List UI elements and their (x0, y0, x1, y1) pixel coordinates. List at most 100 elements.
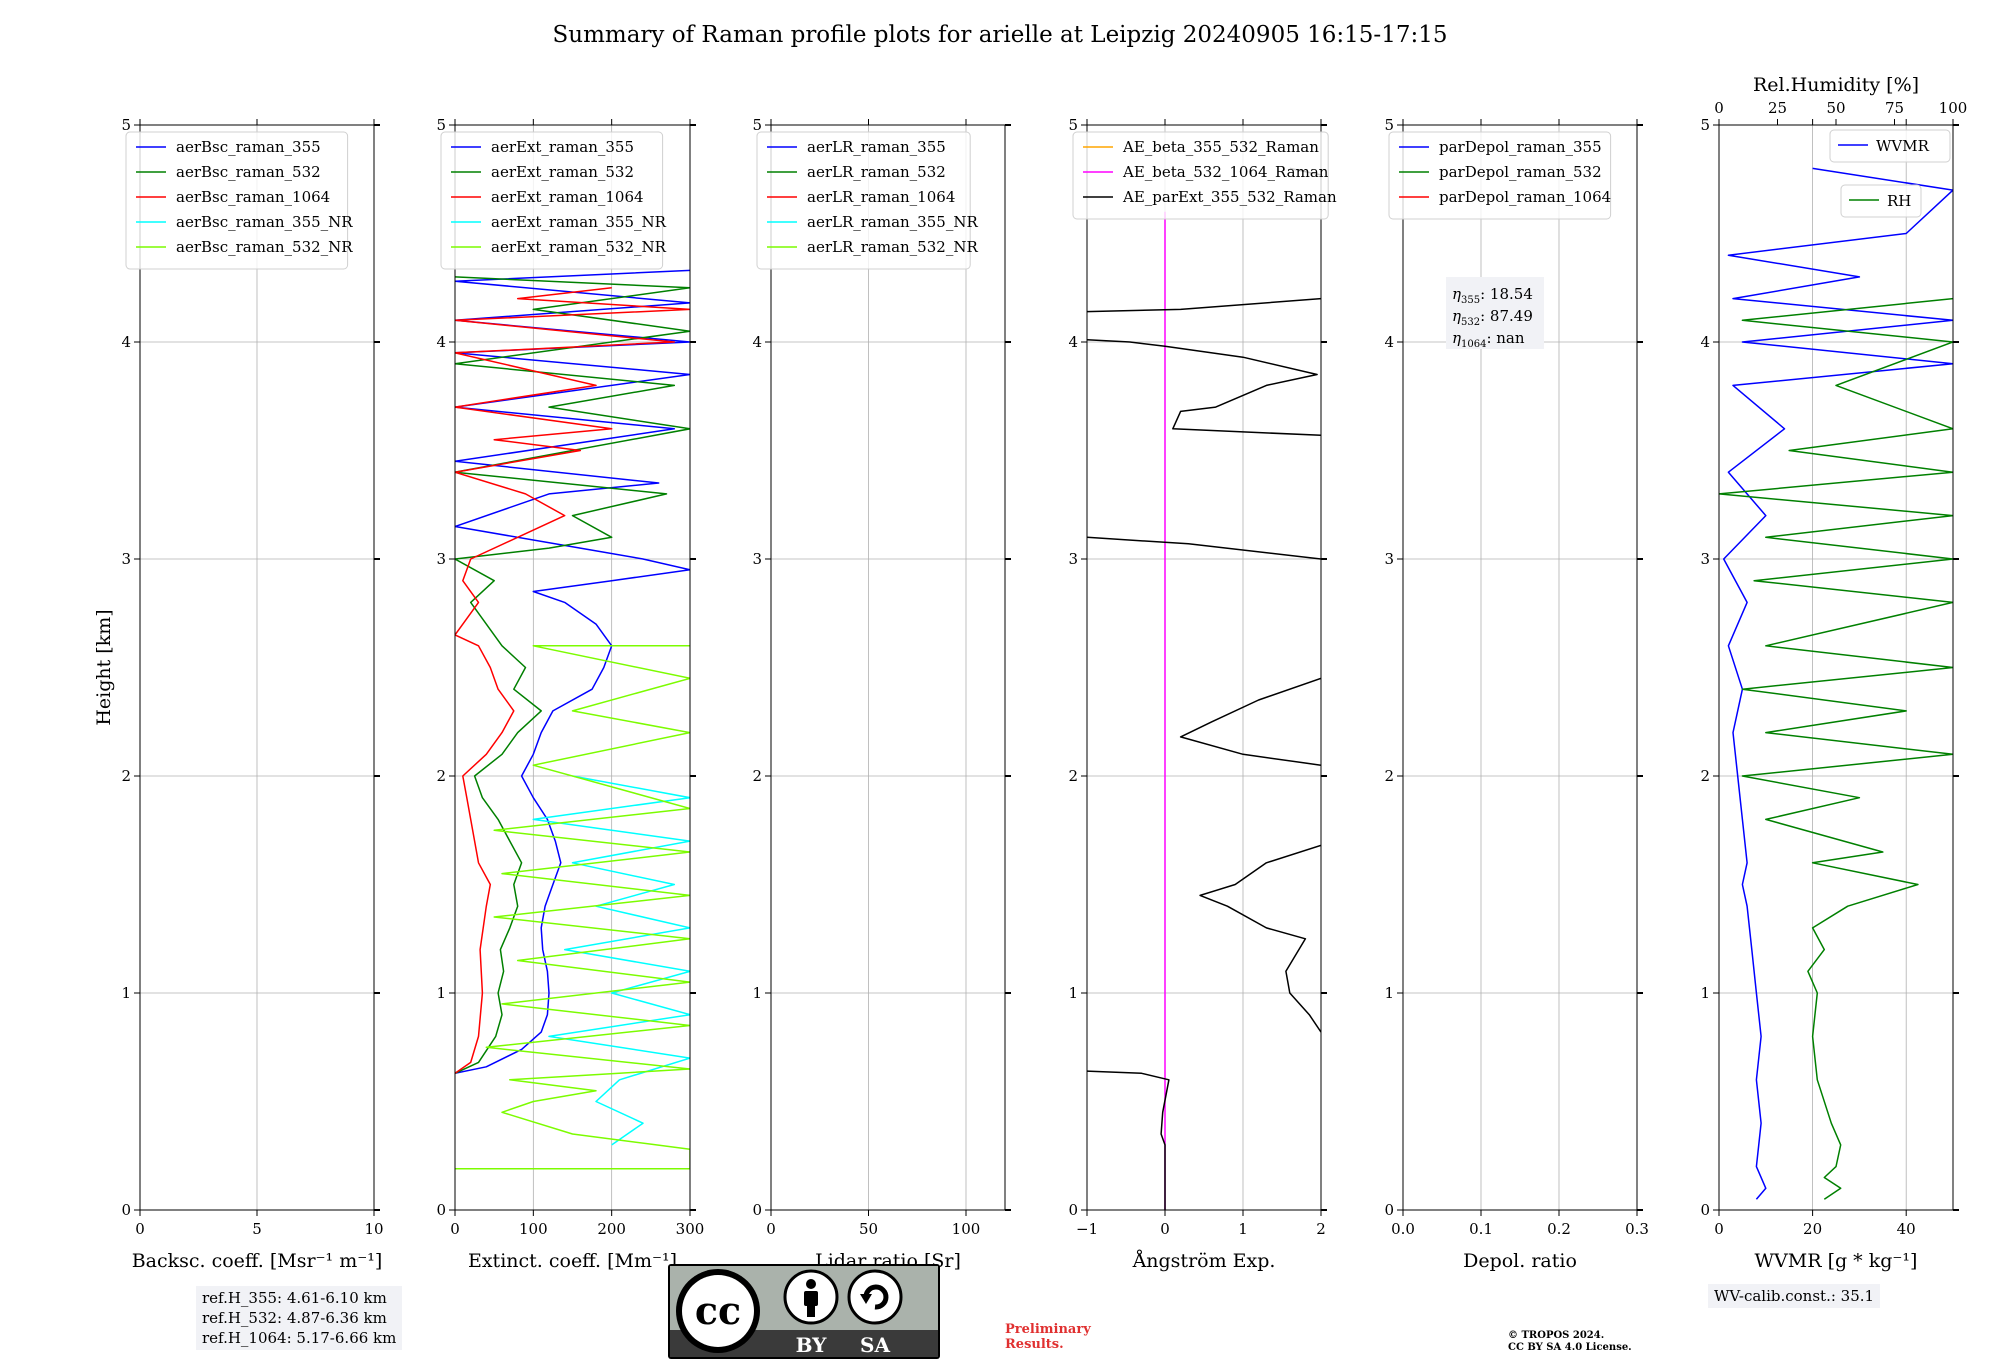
x2tick-label: 50 (1826, 99, 1845, 117)
series-group-ae (1087, 167, 1321, 1210)
legend-wvmr: WVMR (1829, 129, 1951, 163)
xtick-label-lr: 50 (859, 1220, 878, 1238)
sa-label: SA (860, 1333, 890, 1357)
eta-subscript: 532 (1461, 317, 1480, 328)
eta-subscript: 355 (1461, 295, 1480, 306)
legend-entry: parDepol_raman_355 (1439, 138, 1602, 156)
series-group-ext (455, 269, 690, 1170)
copyright-line-2: CC BY SA 4.0 License. (1508, 1342, 1632, 1353)
xlabel-wv: WVMR [g * kg⁻¹] (1755, 1250, 1918, 1272)
ytick-label-ext: 3 (436, 550, 446, 568)
ytick-label-ae: 5 (1068, 116, 1078, 134)
legend-entry: aerLR_raman_355_NR (807, 213, 978, 231)
ytick-label-depol: 2 (1384, 767, 1394, 785)
xtick-label-wv: 40 (1897, 1220, 1916, 1238)
legend-entry: aerLR_raman_1064 (807, 188, 955, 206)
x2tick-label: 0 (1714, 99, 1724, 117)
legend-entry: AE_beta_532_1064_Raman (1122, 163, 1329, 181)
ytick-label-depol: 5 (1384, 116, 1394, 134)
panel-bsc: 0 1 2 3 4 5 0 5 10 Backsc. coeff. [Msr⁻¹ m⁻¹] Heig… (93, 116, 384, 1272)
xtick-label-lr: 0 (766, 1220, 776, 1238)
eta-subscript: 1064 (1461, 339, 1486, 350)
legend-entry: aerBsc_raman_1064 (176, 188, 330, 206)
eta-symbol: η (1452, 329, 1461, 347)
figure-title: Summary of Raman profile plots for ariel… (552, 22, 1448, 48)
ytick-label-lr: 5 (752, 116, 762, 134)
xtick-label-lr: 100 (952, 1220, 981, 1238)
xtick-label-ae: 0 (1160, 1220, 1170, 1238)
x2tick-label: 100 (1939, 99, 1968, 117)
refh-532: ref.H_532: 4.87-6.36 km (202, 1309, 387, 1327)
by-person-icon (783, 1269, 839, 1325)
legend-depol: parDepol_raman_355 parDepol_raman_532 parD… (1388, 131, 1611, 220)
xtick-label-ae: 1 (1238, 1220, 1248, 1238)
ytick-label-depol: 1 (1384, 984, 1394, 1002)
legend-box (1829, 129, 1951, 163)
refh-1064: ref.H_1064: 5.17-6.66 km (202, 1329, 397, 1347)
xtick-label-depol: 0.0 (1391, 1220, 1415, 1238)
cc-icon: cc (676, 1269, 760, 1353)
annotation-line-1064: η1064: nan (1452, 329, 1525, 350)
legend-entry: aerBsc_raman_355_NR (176, 213, 353, 231)
legend-entry: aerExt_raman_355_NR (491, 213, 667, 231)
xtick-label-ae: −1 (1076, 1220, 1098, 1238)
ytick-label-ae: 2 (1068, 767, 1078, 785)
legend-entry: RH (1887, 192, 1911, 210)
series-aerext-raman-1064 (455, 287, 690, 1074)
preliminary-line-2: Results. (1005, 1337, 1064, 1352)
sa-circular-arrow-icon (847, 1269, 903, 1325)
ytick-label-ae: 0 (1068, 1201, 1078, 1219)
xtick-label-bsc: 10 (364, 1220, 383, 1238)
xtick-label-depol: 0.2 (1547, 1220, 1571, 1238)
series-ae-parext-355-532-raman-seg3 (1087, 536, 1321, 560)
legend-box (1072, 131, 1329, 220)
axes-frame-lr (770, 124, 1006, 1211)
series-aerext-raman-355-nr (532, 775, 690, 1146)
legend-entry: aerBsc_raman_532_NR (176, 238, 353, 256)
x2tick-label: 25 (1768, 99, 1787, 117)
xtick-label-ae: 2 (1316, 1220, 1326, 1238)
eta-symbol: η (1452, 307, 1461, 325)
series-rh (1719, 297, 1953, 1200)
axes-frame-ae (1086, 124, 1322, 1211)
svg-text:cc: cc (695, 1288, 741, 1333)
legend-entry: aerExt_raman_1064 (491, 188, 644, 206)
legend-entry: aerLR_raman_532 (807, 163, 946, 181)
axes-frame-ext (454, 124, 691, 1211)
legend-box (756, 131, 971, 270)
cc-by-sa-license-badge: cc BY SA (668, 1264, 940, 1359)
copyright-line-1: © TROPOS 2024. (1508, 1330, 1605, 1341)
xtick-label-ext: 300 (676, 1220, 705, 1238)
by-label: BY (796, 1333, 828, 1357)
ytick-label-depol: 3 (1384, 550, 1394, 568)
xlabel-depol: Depol. ratio (1463, 1250, 1577, 1272)
panel-ext: 0 1 2 3 4 5 0 100 200 300 Extinct. coeff. [Mm⁻¹] ae… (436, 116, 704, 1272)
ytick-label-lr: 4 (752, 333, 762, 351)
ytick-label-ext: 4 (436, 333, 446, 351)
xtick-label-depol: 0.3 (1625, 1220, 1649, 1238)
xlabel-bsc: Backsc. coeff. [Msr⁻¹ m⁻¹] (132, 1250, 383, 1272)
ytick-label-lr: 2 (752, 767, 762, 785)
panel-depol: 0 1 2 3 4 5 0.0 0.1 0.2 0.3 Depol. ratio parDepol_r… (1384, 116, 1648, 1272)
ytick-label-ext: 1 (436, 984, 446, 1002)
legend-lr: aerLR_raman_355 aerLR_raman_532 aerLR_rama… (756, 131, 978, 270)
xtick-label-ext: 200 (597, 1220, 626, 1238)
preliminary-results-label: Preliminary Results. (1005, 1322, 1091, 1352)
eta-value: : 87.49 (1480, 307, 1533, 325)
ytick-label-bsc: 3 (121, 550, 131, 568)
legend-entry: aerExt_raman_532 (491, 163, 634, 181)
series-aerext-raman-532-nr (455, 645, 690, 1170)
legend-entry: parDepol_raman_1064 (1439, 188, 1611, 206)
ytick-label-lr: 1 (752, 984, 762, 1002)
series-ae-parext-355-532-raman-seg5 (1087, 297, 1321, 313)
preliminary-line-1: Preliminary (1005, 1322, 1091, 1337)
xtick-label-wv: 20 (1803, 1220, 1822, 1238)
series-ae-parext-355-532-raman-seg2 (1179, 677, 1321, 766)
ytick-label-bsc: 4 (121, 333, 131, 351)
series-wvmr (1722, 167, 1953, 1200)
legend-entry: AE_beta_355_532_Raman (1122, 138, 1319, 156)
ytick-label-wv: 4 (1700, 333, 1710, 351)
legend-entry: aerBsc_raman_355 (176, 138, 321, 156)
